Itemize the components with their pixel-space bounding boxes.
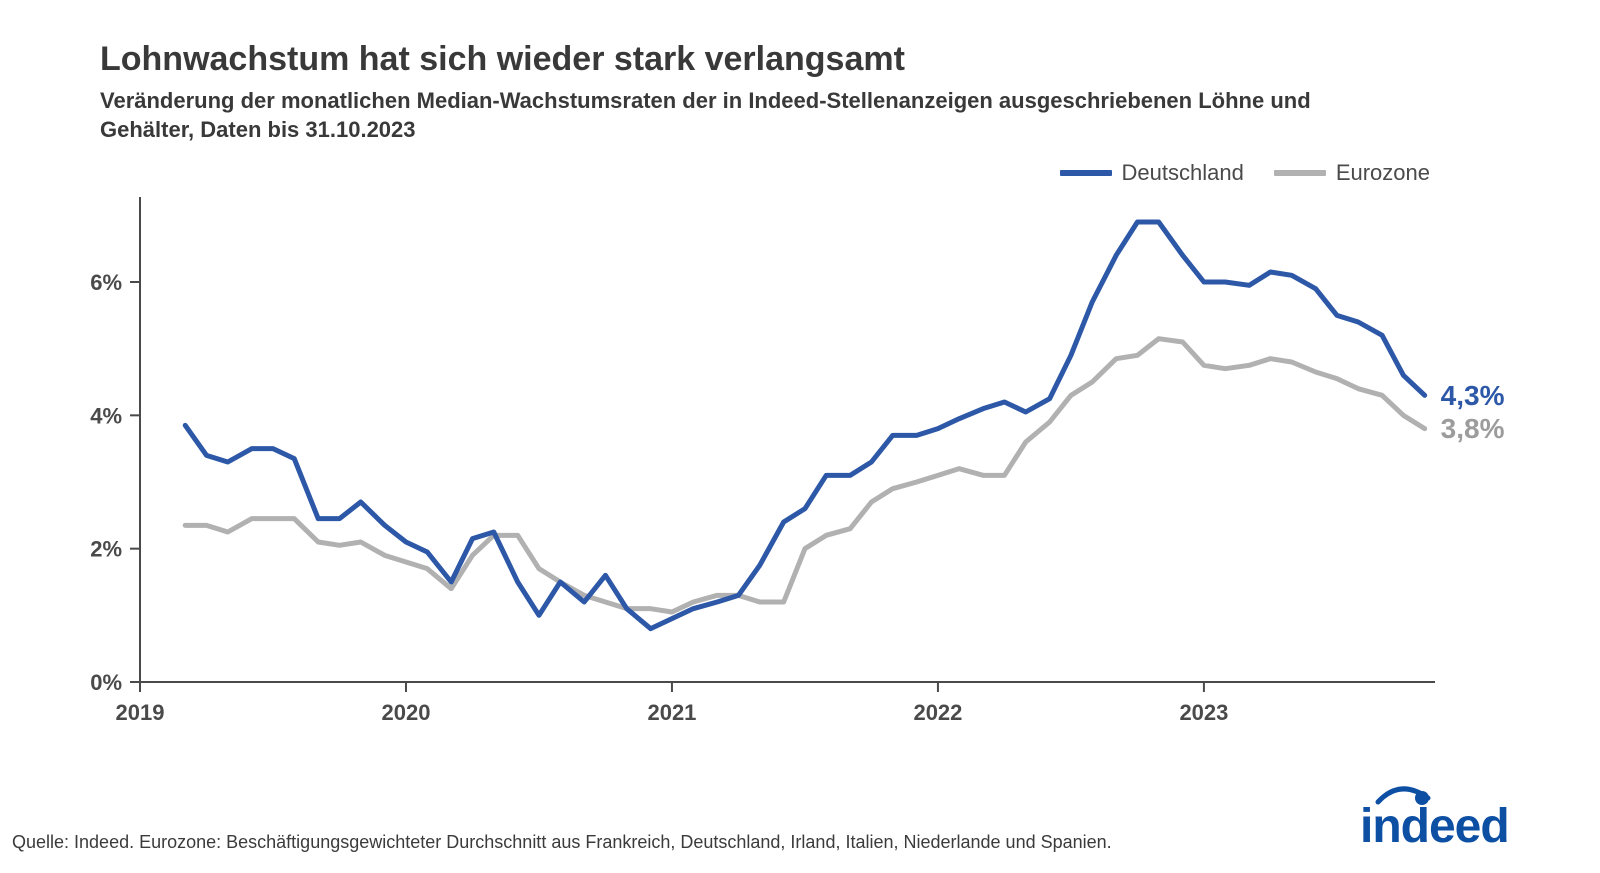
svg-text:2022: 2022: [913, 700, 962, 725]
svg-text:2021: 2021: [647, 700, 696, 725]
svg-text:indeed: indeed: [1360, 800, 1509, 853]
svg-text:0%: 0%: [90, 670, 122, 695]
svg-text:2%: 2%: [90, 537, 122, 562]
legend-label-eurozone: Eurozone: [1336, 160, 1430, 186]
chart-subtitle: Veränderung der monatlichen Median-Wachs…: [100, 87, 1400, 144]
chart-title: Lohnwachstum hat sich wieder stark verla…: [100, 40, 1540, 79]
svg-text:2023: 2023: [1179, 700, 1228, 725]
source-footnote: Quelle: Indeed. Eurozone: Beschäftigungs…: [12, 832, 1390, 853]
legend-swatch-eurozone: [1274, 170, 1326, 176]
end-label-eurozone: 3,8%: [1441, 413, 1505, 445]
end-label-deutschland: 4,3%: [1441, 380, 1505, 412]
svg-text:4%: 4%: [90, 404, 122, 429]
legend-swatch-deutschland: [1060, 170, 1112, 176]
legend: Deutschland Eurozone: [40, 160, 1430, 186]
legend-label-deutschland: Deutschland: [1122, 160, 1244, 186]
legend-item-eurozone: Eurozone: [1274, 160, 1430, 186]
svg-text:2020: 2020: [382, 700, 431, 725]
indeed-logo: indeed: [1360, 784, 1560, 867]
chart-area: 0% 2% 4% 6% 2019 2020 2021 2022 2023 4,3% 3,8%: [40, 192, 1540, 752]
line-chart-svg: 0% 2% 4% 6% 2019 2020 2021 2022 2023: [40, 192, 1540, 752]
legend-item-deutschland: Deutschland: [1060, 160, 1244, 186]
svg-text:2019: 2019: [116, 700, 165, 725]
svg-text:6%: 6%: [90, 270, 122, 295]
